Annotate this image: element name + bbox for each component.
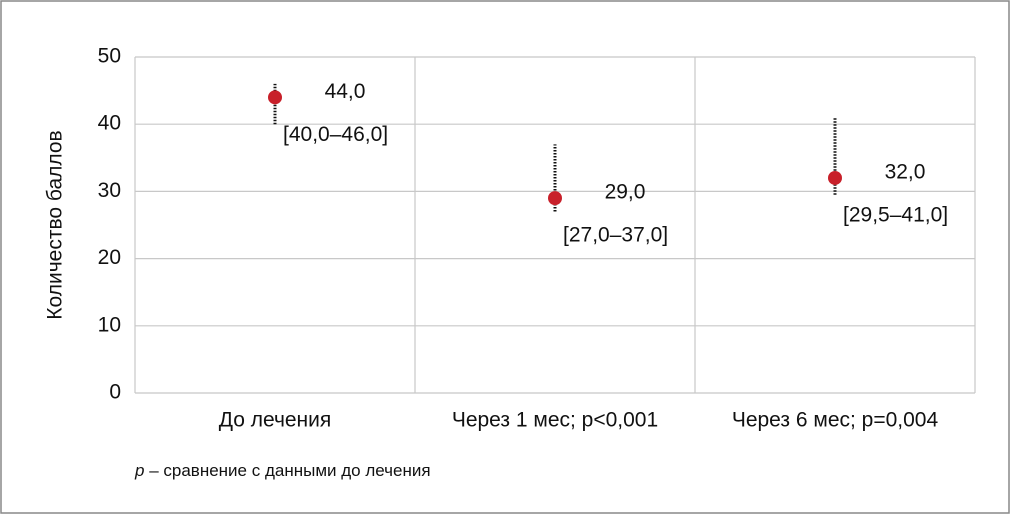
footnote-text: – сравнение с данными до лечения [149, 461, 430, 480]
x-tick-label: Через 6 мес; p=0,004 [732, 409, 939, 432]
range-label: [40,0–46,0] [283, 123, 388, 146]
y-tick-label: 20 [98, 246, 121, 269]
footnote: p – сравнение с данными до лечения [134, 461, 431, 480]
value-label: 32,0 [885, 161, 926, 184]
x-tick-label: До лечения [219, 409, 332, 432]
range-label: [27,0–37,0] [563, 224, 668, 247]
y-tick-label: 10 [98, 313, 121, 336]
y-tick-label: 40 [98, 112, 121, 135]
point [268, 90, 282, 105]
range-label: [29,5–41,0] [843, 204, 948, 227]
y-tick-label: 0 [109, 381, 121, 404]
footnote-symbol: p [134, 461, 144, 480]
point [828, 170, 842, 185]
value-label: 29,0 [605, 181, 646, 204]
x-tick-label: Через 1 мес; p<0,001 [452, 409, 658, 432]
y-tick-label: 50 [98, 45, 121, 68]
value-label: 44,0 [325, 80, 366, 103]
point [548, 191, 562, 206]
y-tick-label: 30 [98, 179, 121, 202]
y-axis-label: Количество баллов [44, 130, 67, 319]
